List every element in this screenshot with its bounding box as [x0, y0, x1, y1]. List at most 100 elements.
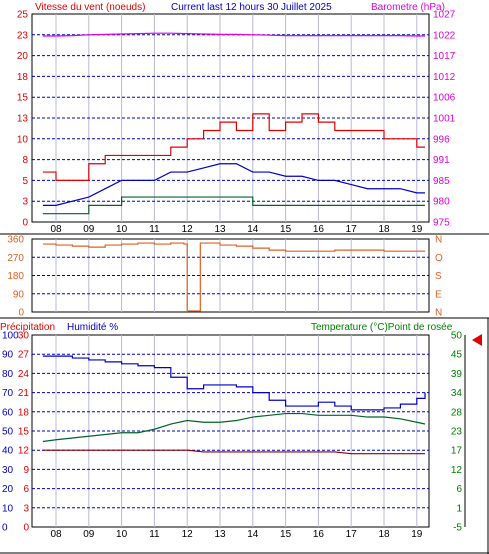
- y-tick-label: 28: [451, 407, 463, 418]
- y-tick-label: N: [435, 235, 442, 246]
- x-tick-label: 16: [313, 529, 325, 540]
- y-tick-label: 100: [2, 331, 19, 342]
- x-tick-label: 09: [83, 529, 95, 540]
- x-tick-label: 19: [411, 529, 423, 540]
- y-tick-label: 10: [17, 134, 29, 145]
- axis-labels: 0358101315182023259759809859919961001100…: [0, 10, 489, 554]
- y-tick-label: 90: [2, 350, 14, 361]
- y-tick-label: 975: [433, 218, 450, 229]
- y-tick-label: 23: [451, 427, 463, 438]
- y-tick-label: 21: [18, 388, 30, 399]
- x-tick-label: 10: [116, 529, 128, 540]
- y-tick-label: 20: [2, 484, 14, 495]
- barometer-line: [42, 32, 425, 37]
- y-tick-label: 50: [2, 427, 14, 438]
- precipitation-label: Précipitation: [0, 322, 55, 333]
- y-tick-label: N: [435, 308, 442, 319]
- y-tick-label: 0: [18, 308, 24, 319]
- y-tick-label: 180: [7, 271, 24, 282]
- y-tick-label: 39: [451, 369, 463, 380]
- y-tick-label: 3: [23, 503, 29, 514]
- x-tick-label: 11: [149, 529, 160, 540]
- x-tick-label: 08: [50, 529, 62, 540]
- y-tick-label: 985: [433, 176, 450, 187]
- y-tick-label: 90: [13, 289, 25, 300]
- y-tick-label: 360: [7, 235, 24, 246]
- period-title: Current last 12 hours 30 Juillet 2025: [171, 2, 332, 13]
- y-tick-label: 12: [18, 446, 30, 457]
- series-layer: [42, 32, 426, 455]
- y-tick-label: 50: [451, 331, 463, 342]
- y-tick-label: 996: [433, 134, 450, 145]
- x-tick-label: 11: [149, 224, 160, 235]
- y-tick-label: 1012: [433, 72, 456, 83]
- y-tick-label: 12: [451, 465, 463, 476]
- y-tick-label: 24: [18, 369, 30, 380]
- y-tick-label: 0: [2, 523, 8, 534]
- x-tick-label: 17: [346, 529, 358, 540]
- x-tick-label: 16: [313, 224, 325, 235]
- x-tick-label: 09: [83, 224, 95, 235]
- humidity-label: Humidité %: [67, 322, 118, 333]
- y-tick-label: O: [435, 253, 443, 264]
- y-tick-label: 80: [2, 369, 14, 380]
- x-tick-label: 14: [247, 224, 259, 235]
- y-tick-label: 5: [22, 176, 28, 187]
- y-tick-label: -5: [453, 523, 462, 534]
- y-tick-label: 27: [18, 350, 30, 361]
- y-tick-label: 270: [7, 253, 24, 264]
- x-tick-label: 17: [346, 224, 358, 235]
- dewpoint-line: [42, 449, 425, 455]
- x-tick-label: 15: [280, 224, 292, 235]
- y-tick-label: 70: [2, 388, 14, 399]
- y-tick-label: 6: [23, 484, 29, 495]
- wind-low-line: [42, 196, 425, 215]
- y-tick-label: 6: [456, 484, 462, 495]
- y-tick-label: 60: [2, 407, 14, 418]
- current-temperature-marker: [472, 334, 482, 346]
- y-tick-label: 20: [17, 51, 29, 62]
- y-tick-label: 10: [2, 503, 14, 514]
- x-tick-label: 18: [378, 529, 390, 540]
- x-tick-label: 19: [411, 224, 423, 235]
- y-tick-label: 17: [451, 446, 463, 457]
- y-tick-label: 34: [451, 388, 463, 399]
- y-tick-label: 1006: [433, 93, 456, 104]
- y-tick-label: 991: [433, 155, 450, 166]
- y-tick-label: 18: [18, 407, 30, 418]
- y-tick-label: 3: [22, 197, 28, 208]
- y-tick-label: 25: [17, 10, 29, 21]
- humidity-line: [42, 355, 426, 411]
- x-tick-label: 13: [214, 224, 226, 235]
- y-tick-label: 0: [22, 218, 28, 229]
- y-tick-label: 0: [23, 523, 29, 534]
- y-tick-label: 30: [18, 331, 30, 342]
- barometer-title: Barometre (hPa): [371, 2, 445, 13]
- y-tick-label: 9: [23, 465, 29, 476]
- y-tick-label: 15: [18, 427, 30, 438]
- x-tick-label: 13: [214, 529, 226, 540]
- y-tick-label: 13: [17, 114, 29, 125]
- y-tick-label: 1: [456, 503, 462, 514]
- y-tick-label: 1022: [433, 30, 456, 41]
- y-tick-label: 23: [17, 30, 29, 41]
- x-tick-label: 08: [50, 224, 62, 235]
- y-tick-label: 1017: [433, 51, 456, 62]
- y-tick-label: 18: [17, 72, 29, 83]
- wind-chart-title: Vitesse du vent (noeuds): [35, 2, 145, 13]
- wind-average-line: [42, 163, 425, 206]
- x-tick-label: 18: [378, 224, 390, 235]
- y-tick-label: E: [435, 289, 442, 300]
- y-tick-label: 1027: [433, 10, 456, 21]
- y-tick-label: 8: [22, 155, 28, 166]
- y-tick-label: 40: [2, 446, 14, 457]
- y-tick-label: 45: [451, 350, 463, 361]
- wind-direction-line: [42, 242, 425, 312]
- wind-gust-line: [42, 113, 425, 181]
- y-tick-label: 30: [2, 465, 14, 476]
- y-tick-label: 1001: [433, 114, 456, 125]
- temperature-line: [42, 412, 426, 443]
- x-tick-label: 12: [182, 224, 194, 235]
- x-tick-label: 14: [247, 529, 259, 540]
